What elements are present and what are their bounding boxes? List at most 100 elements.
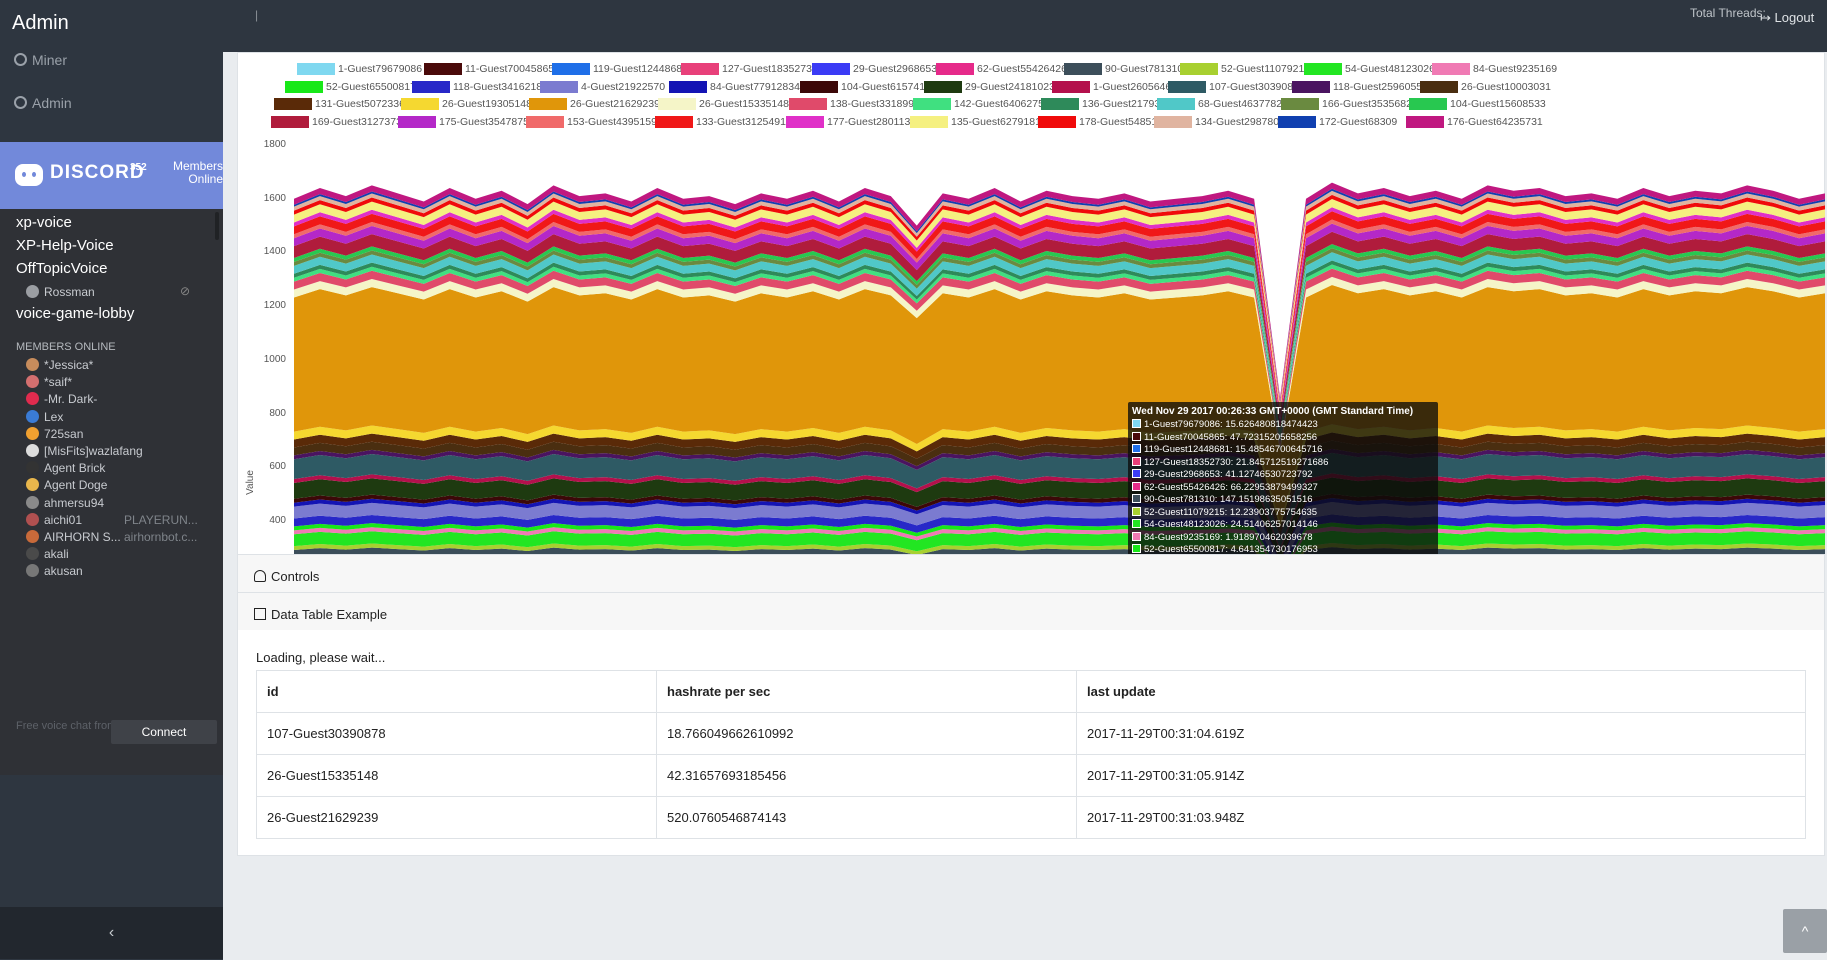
legend-item[interactable]: 175-Guest35478756 — [398, 116, 535, 129]
legend-item[interactable]: 134-Guest2987807 — [1154, 116, 1285, 129]
chart-legend: 1-Guest79679086 11-Guest70045865 119-Guest… — [238, 57, 1826, 147]
member-item[interactable]: Lex — [26, 410, 63, 424]
legend-item[interactable]: 138-Guest3318998 — [789, 98, 920, 111]
member-item[interactable]: *Jessica* — [26, 358, 93, 372]
discord-scrollbar[interactable] — [215, 212, 219, 240]
legend-label: 29-Guest24181023 — [965, 81, 1055, 93]
legend-label: 166-Guest35356829 — [1322, 98, 1418, 110]
app-title[interactable]: Admin — [12, 12, 69, 35]
cell-hashrate: 18.766049662610992 — [657, 713, 1077, 755]
sidebar-item-miner[interactable]: Miner — [14, 52, 67, 68]
legend-item[interactable]: 177-Guest28011330 — [786, 116, 922, 129]
legend-item[interactable]: 133-Guest31254910 — [655, 116, 792, 129]
legend-item[interactable]: 4-Guest21922570 — [540, 81, 665, 94]
legend-item[interactable]: 176-Guest64235731 — [1406, 116, 1543, 129]
legend-item[interactable]: 26-Guest19305148 — [401, 98, 532, 111]
legend-item[interactable]: 135-Guest62791818 — [910, 116, 1047, 129]
member-item[interactable]: *saif* — [26, 375, 72, 389]
legend-label: 84-Guest77912834 — [710, 81, 800, 93]
y-tick-label: 1200 — [258, 300, 286, 311]
legend-item[interactable]: 90-Guest781310 — [1064, 63, 1183, 76]
legend-item[interactable]: 131-Guest50723363 — [274, 98, 411, 111]
legend-item[interactable]: 1-Guest79679086 — [297, 63, 422, 76]
scroll-to-top-button[interactable]: ^ — [1783, 909, 1827, 953]
legend-item[interactable]: 119-Guest12448681 — [552, 63, 688, 76]
legend-item[interactable]: 29-Guest2968653 — [812, 63, 937, 76]
member-item[interactable]: aichi01 PLAYERUN... — [26, 513, 82, 527]
sidebar-item-admin[interactable]: Admin — [14, 95, 72, 111]
sidebar-collapse-button[interactable]: ‹ — [0, 907, 223, 959]
gears-icon — [14, 53, 27, 66]
legend-swatch — [412, 81, 450, 93]
legend-swatch — [1052, 81, 1090, 93]
legend-item[interactable]: 153-Guest43951599 — [526, 116, 663, 129]
legend-item[interactable]: 26-Guest21629239 — [529, 98, 660, 111]
legend-label: 11-Guest70045865 — [465, 63, 554, 75]
legend-label: 84-Guest9235169 — [1473, 63, 1557, 75]
legend-swatch — [398, 116, 436, 128]
legend-item[interactable]: 104-Guest61574163 — [800, 81, 937, 94]
legend-item[interactable]: 54-Guest48123026 — [1304, 63, 1435, 76]
legend-swatch — [1409, 98, 1447, 110]
cell-hashrate: 42.31657693185456 — [657, 755, 1077, 797]
voice-channel[interactable]: OffTopicVoice — [16, 260, 107, 277]
legend-item[interactable]: 11-Guest70045865 — [424, 63, 554, 76]
member-name: Lex — [44, 410, 63, 424]
top-navbar: Admin | Total Threads: ↦ Logout — [0, 0, 1827, 52]
legend-item[interactable]: 84-Guest9235169 — [1432, 63, 1557, 76]
member-item[interactable]: Agent Brick — [26, 461, 105, 475]
table-header-row: id hashrate per sec last update — [257, 671, 1806, 713]
total-threads-label: Total Threads: — [1690, 6, 1766, 20]
legend-label: 104-Guest15608533 — [1450, 98, 1546, 110]
discord-header[interactable]: DISCORD 352 Members Online — [0, 142, 223, 209]
member-item[interactable]: akusan — [26, 564, 83, 578]
legend-label: 26-Guest21629239 — [570, 98, 660, 110]
voice-channel[interactable]: voice-game-lobby — [16, 305, 134, 322]
legend-item[interactable]: 26-Guest10003031 — [1420, 81, 1551, 94]
legend-item[interactable]: 84-Guest77912834 — [669, 81, 800, 94]
member-item[interactable]: Agent Doge — [26, 478, 107, 492]
logout-label: Logout — [1775, 10, 1815, 25]
voice-channel[interactable]: xp-voice — [16, 214, 72, 231]
column-header-last-update[interactable]: last update — [1077, 671, 1806, 713]
legend-item[interactable]: 142-Guest64062754 — [913, 98, 1050, 111]
avatar — [26, 530, 39, 543]
legend-item[interactable]: 118-Guest25960556 — [1292, 81, 1428, 94]
member-item[interactable]: -Mr. Dark- — [26, 392, 97, 406]
legend-item[interactable]: 127-Guest18352730 — [681, 63, 818, 76]
legend-item[interactable]: 62-Guest55426426 — [936, 63, 1067, 76]
legend-item[interactable]: 26-Guest15335148 — [658, 98, 789, 111]
member-item[interactable]: akali — [26, 547, 69, 561]
column-header-id[interactable]: id — [257, 671, 657, 713]
legend-item[interactable]: 1-Guest26056464 — [1052, 81, 1177, 94]
legend-item[interactable]: 166-Guest35356829 — [1281, 98, 1418, 111]
legend-swatch — [786, 116, 824, 128]
voice-channel[interactable]: XP-Help-Voice — [16, 237, 114, 254]
tooltip-title: Wed Nov 29 2017 00:26:33 GMT+0000 (GMT S… — [1128, 402, 1438, 419]
legend-item[interactable]: 52-Guest65500817 — [285, 81, 416, 94]
legend-item[interactable]: 107-Guest30390878 — [1168, 81, 1305, 94]
member-item[interactable]: [MisFits]wazlafang — [26, 444, 143, 458]
legend-item[interactable]: 68-Guest46377820 — [1157, 98, 1288, 111]
legend-item[interactable]: 172-Guest68309 — [1278, 116, 1397, 129]
member-game: airhornbot.c... — [124, 530, 197, 544]
column-header-hashrate[interactable]: hashrate per sec — [657, 671, 1077, 713]
member-name: akali — [44, 547, 69, 561]
tooltip-row: 90-Guest781310: 147.15198635051516 — [1128, 494, 1438, 507]
member-item[interactable]: 725san — [26, 427, 83, 441]
legend-item[interactable]: 169-Guest31273735 — [271, 116, 408, 129]
member-item[interactable]: ahmersu94 — [26, 496, 104, 510]
legend-item[interactable]: 29-Guest24181023 — [924, 81, 1055, 94]
logout-link[interactable]: ↦ Logout — [1760, 10, 1814, 26]
legend-item[interactable]: 104-Guest15608533 — [1409, 98, 1546, 111]
main-content: 1-Guest79679086 11-Guest70045865 119-Guest… — [223, 52, 1827, 960]
tooltip-swatch — [1132, 544, 1141, 553]
y-axis-label: Value — [245, 470, 256, 495]
tooltip-value: 11-Guest70045865: 47.72315205658256 — [1144, 432, 1317, 443]
member-name: *Jessica* — [44, 358, 93, 372]
connect-button[interactable]: Connect — [111, 720, 217, 744]
legend-item[interactable]: 118-Guest3416218 — [412, 81, 542, 94]
legend-swatch — [1406, 116, 1444, 128]
legend-item[interactable]: 52-Guest11079215 — [1180, 63, 1310, 76]
member-item[interactable]: AIRHORN S... airhornbot.c... — [26, 530, 121, 544]
